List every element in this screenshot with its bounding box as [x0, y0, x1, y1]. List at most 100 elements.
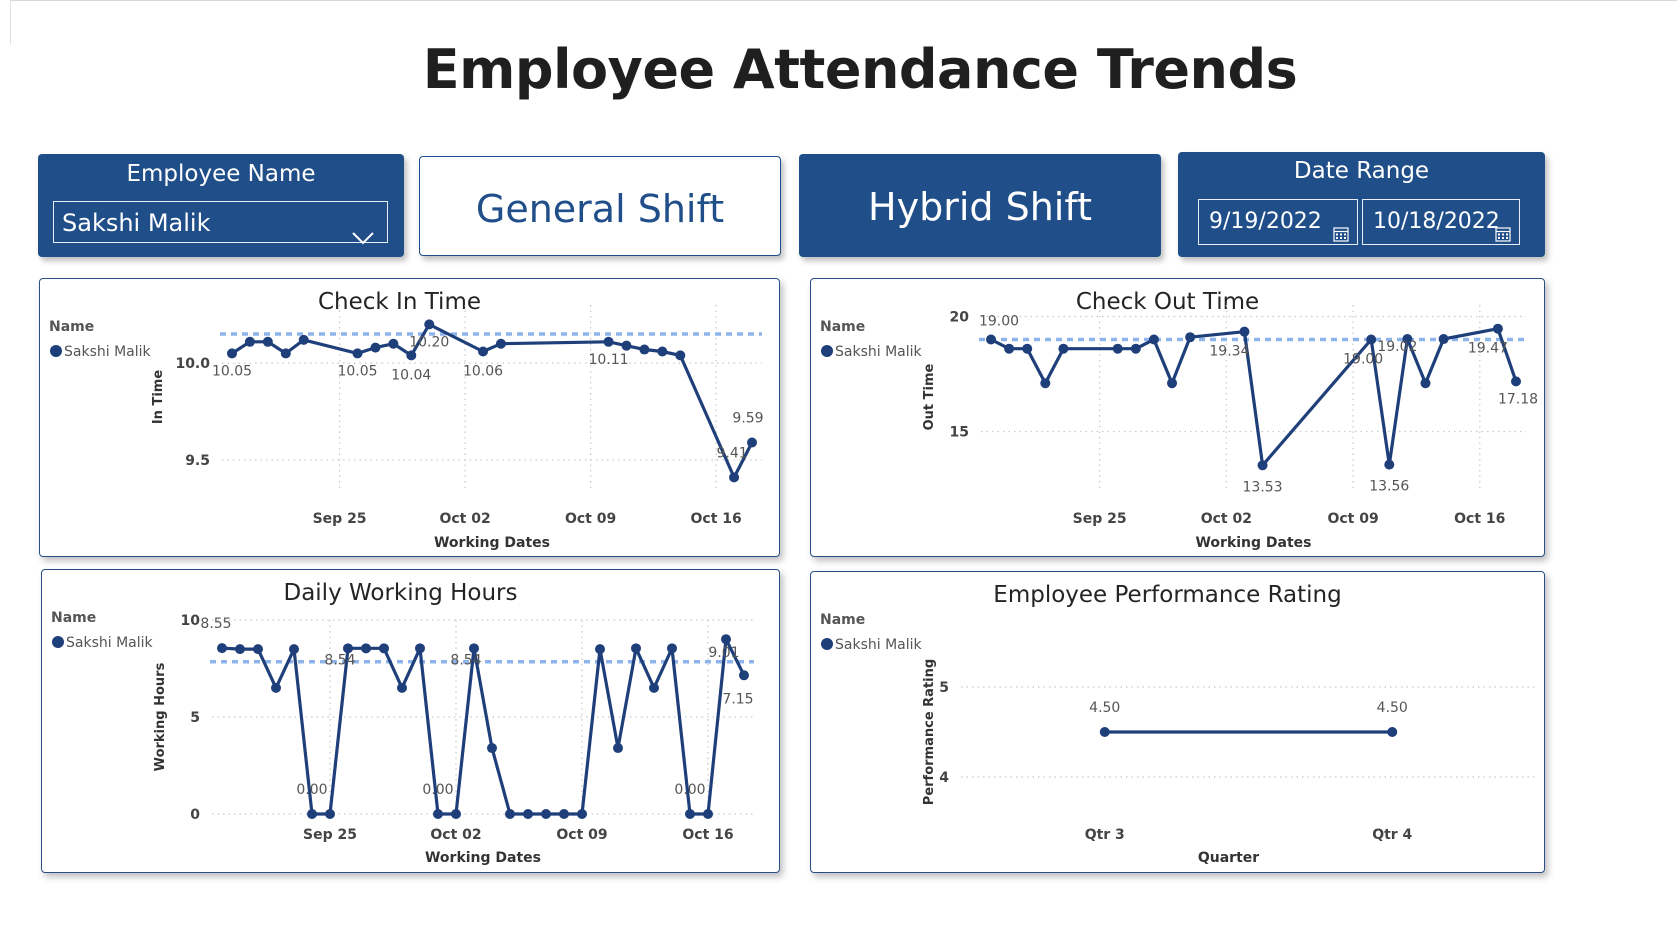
- y-tick-label: 0: [190, 807, 200, 823]
- check-out-chart[interactable]: Check Out Time Name Sakshi Malik Out Time Wo…: [810, 278, 1545, 557]
- end-date-input[interactable]: 10/18/2022: [1362, 199, 1520, 245]
- data-label: 10.05: [212, 363, 252, 379]
- data-point: [541, 809, 551, 819]
- data-label: 19.00: [1343, 352, 1383, 368]
- y-tick-label: 10.0: [175, 356, 210, 372]
- employee-slicer: Employee Name Sakshi Malik: [38, 154, 404, 257]
- x-tick-label: Qtr 3: [1085, 827, 1125, 843]
- data-point: [244, 336, 255, 347]
- performance-rating-chart[interactable]: Employee Performance Rating Name Sakshi Ma…: [810, 571, 1545, 873]
- data-point: [505, 809, 515, 819]
- x-tick-label: Sep 25: [1073, 511, 1127, 527]
- data-point: [433, 809, 443, 819]
- employee-dropdown[interactable]: Sakshi Malik: [53, 201, 388, 245]
- data-point: [577, 809, 587, 819]
- data-label: 10.04: [391, 367, 431, 383]
- y-axis-label: Out Time: [922, 363, 937, 430]
- chart-title: Employee Performance Rating: [993, 582, 1341, 608]
- chevron-down-icon: [351, 216, 375, 258]
- chart-title: Daily Working Hours: [283, 580, 517, 606]
- x-tick-label: Oct 09: [556, 827, 607, 843]
- x-tick-label: Oct 09: [565, 511, 616, 527]
- x-axis-label: Working Dates: [434, 535, 550, 551]
- legend-title: Name: [51, 610, 96, 626]
- working-hours-chart[interactable]: Daily Working Hours Name Sakshi Malik Worki…: [41, 569, 780, 873]
- data-point: [729, 472, 740, 483]
- data-label: 9.41: [716, 445, 747, 461]
- data-point: [227, 348, 237, 359]
- data-point: [361, 643, 371, 654]
- employee-slicer-label: Employee Name: [126, 161, 316, 187]
- series-line: [990, 327, 1518, 467]
- data-label: 0.00: [674, 782, 705, 798]
- data-label: 19.34: [1209, 344, 1249, 360]
- data-point: [595, 644, 605, 655]
- employee-dropdown-value: Sakshi Malik: [62, 209, 211, 237]
- legend-marker: [821, 638, 833, 650]
- data-point: [1004, 343, 1015, 354]
- legend-marker: [821, 345, 833, 357]
- legend-marker: [50, 345, 62, 357]
- data-point: [1112, 343, 1123, 354]
- check-in-chart[interactable]: Check In Time Name Sakshi Malik In Time Work…: [39, 278, 780, 557]
- data-point: [298, 334, 309, 345]
- check-in-chart-svg: Check In Time Name Sakshi Malik In Time Work…: [49, 289, 764, 551]
- data-label: 10.05: [337, 363, 377, 379]
- check-out-chart-svg: Check Out Time Name Sakshi Malik Out Time Wo…: [820, 289, 1538, 551]
- data-point: [685, 809, 695, 819]
- data-label: 10.06: [463, 363, 503, 379]
- data-point: [631, 643, 641, 654]
- calendar-icon[interactable]: [1333, 214, 1349, 258]
- data-point: [1185, 332, 1196, 343]
- x-axis-label: Working Dates: [1195, 535, 1311, 551]
- data-label: 0.00: [296, 782, 327, 798]
- data-point: [986, 334, 996, 345]
- data-point: [397, 682, 407, 693]
- x-tick-label: Oct 16: [1454, 511, 1505, 527]
- data-point: [217, 643, 227, 654]
- data-label: 19.00: [979, 314, 1019, 330]
- x-axis-label: Working Dates: [425, 850, 541, 866]
- y-tick-label: 10: [181, 613, 201, 629]
- data-label: 8.55: [200, 616, 231, 632]
- data-point: [559, 809, 569, 819]
- data-point: [657, 346, 668, 357]
- data-point: [1366, 334, 1377, 345]
- date-range-label: Date Range: [1293, 158, 1430, 184]
- data-point: [1492, 323, 1503, 334]
- end-date-value: 10/18/2022: [1373, 209, 1500, 234]
- hybrid-shift-button[interactable]: Hybrid Shift: [799, 154, 1161, 257]
- general-shift-button[interactable]: General Shift: [419, 156, 781, 256]
- data-point: [1148, 334, 1159, 345]
- x-tick-label: Oct 16: [691, 511, 742, 527]
- data-point: [1438, 334, 1449, 345]
- start-date-input[interactable]: 9/19/2022: [1198, 199, 1358, 245]
- data-point: [235, 644, 245, 655]
- data-label: 10.11: [589, 352, 629, 368]
- legend-item: Sakshi Malik: [64, 344, 152, 360]
- data-label: 0.00: [422, 782, 453, 798]
- data-point: [613, 743, 623, 754]
- calendar-icon[interactable]: [1495, 214, 1511, 258]
- performance-rating-chart-svg: Employee Performance Rating Name Sakshi Ma…: [820, 582, 1536, 866]
- data-point: [280, 348, 291, 359]
- data-point: [1099, 727, 1110, 737]
- series-line: [231, 322, 754, 479]
- data-label: 9.59: [732, 411, 763, 427]
- data-point: [639, 344, 650, 355]
- legend-item: Sakshi Malik: [66, 635, 154, 651]
- data-point: [343, 643, 353, 654]
- x-tick-label: Oct 09: [1327, 511, 1378, 527]
- working-hours-chart-svg: Daily Working Hours Name Sakshi Malik Worki…: [51, 580, 754, 866]
- legend-title: Name: [820, 319, 865, 335]
- data-point: [1257, 460, 1268, 471]
- data-point: [424, 319, 435, 330]
- x-tick-label: Oct 02: [439, 511, 490, 527]
- data-point: [649, 682, 659, 693]
- data-label: 19.02: [1377, 339, 1417, 355]
- data-point: [1022, 343, 1033, 354]
- data-point: [1040, 378, 1051, 389]
- data-point: [262, 336, 273, 347]
- y-tick-label: 5: [939, 680, 949, 696]
- top-border: [10, 0, 1677, 1]
